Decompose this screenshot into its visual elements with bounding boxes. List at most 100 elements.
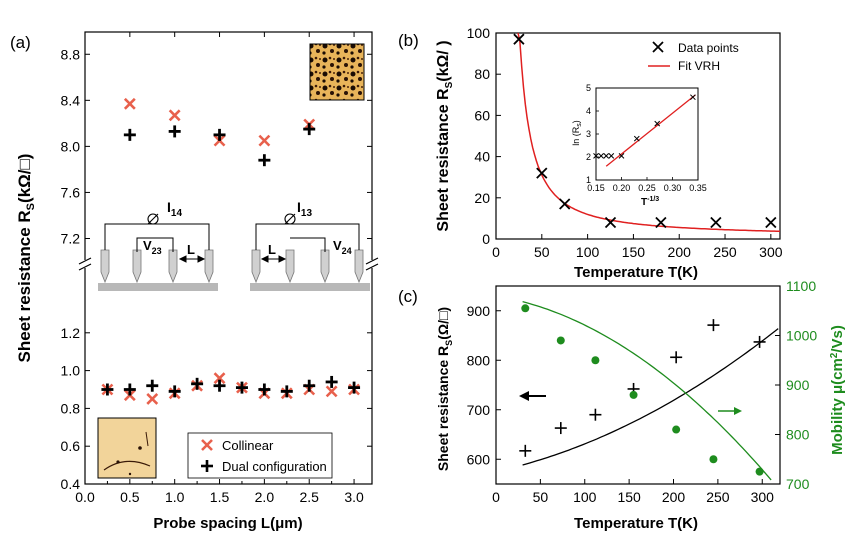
legend-label-fit: Fit VRH	[678, 59, 720, 73]
panel-b-frame	[495, 32, 781, 240]
sample-bar-left	[98, 283, 218, 291]
collinear-point	[146, 393, 159, 405]
probe-tip	[204, 249, 214, 284]
panel-a: (a) 0.0 0.5 1.0 1.5 2.0 2.5 3.0 7.2 7.6 8.0 8.4 8.8…	[10, 31, 379, 532]
current-label-right: I13	[297, 199, 312, 219]
axis-break-gap-right	[366, 260, 378, 268]
x-tick-label-c: 50	[533, 489, 549, 505]
resistance-point	[554, 422, 567, 435]
panel-a-frame	[84, 31, 373, 485]
inset-x-tick-label: 0.30	[664, 183, 682, 193]
x-tick-label-b: 300	[759, 244, 783, 260]
legend-marker-dual	[201, 460, 213, 472]
panel-b: (b) 0 50 100 150 200 250 300 0 20 40 60 80 100 Data …	[398, 25, 783, 281]
legend-marker-data-points	[652, 41, 664, 53]
y-tick-label-a-upper: 8.0	[61, 138, 81, 154]
dual-point	[213, 379, 226, 392]
dual-point	[213, 128, 226, 141]
x-axis-title-a: Probe spacing L(μm)	[153, 515, 302, 532]
voltage-label-right: V24	[333, 238, 352, 256]
inset-y-tick-label: 3	[586, 129, 591, 139]
mobility-point	[629, 390, 638, 399]
y-tick-label-c: 800	[467, 352, 491, 368]
inset-fit-line	[605, 94, 696, 167]
x-tick-label-c: 200	[662, 489, 686, 505]
inset-point	[633, 135, 640, 142]
mobility-point	[709, 455, 718, 464]
legend-label-data-points: Data points	[678, 41, 739, 55]
y-tick-label-a-upper: 7.2	[61, 230, 81, 246]
y-tick-label-c: 900	[467, 303, 491, 319]
y-tick-label-b: 80	[474, 66, 490, 82]
resistance-point	[670, 351, 683, 364]
probe-tip	[251, 249, 261, 284]
panel-b-marks	[513, 32, 781, 233]
inset-y-tick-label: 1	[586, 175, 591, 185]
probe-tip	[354, 249, 364, 284]
resistance-point	[707, 319, 720, 332]
inset-y-tick-label: 5	[586, 83, 591, 93]
wiring	[104, 223, 360, 263]
data-point-b	[559, 198, 571, 210]
mobility-point	[521, 304, 530, 313]
x-tick-label-b: 200	[668, 244, 692, 260]
resistance-point	[519, 444, 532, 457]
panel-a-axes: 0.0 0.5 1.0 1.5 2.0 2.5 3.0 7.2 7.6 8.0 8.4 8.8 0.4 0…	[61, 32, 378, 505]
panel-a-label: (a)	[10, 33, 31, 52]
dual-point	[258, 383, 271, 396]
y-tick-label-a-upper: 8.8	[61, 46, 81, 62]
y-tick-label-c-right: 900	[786, 377, 810, 393]
legend-a: Collinear Dual configuration	[187, 432, 333, 479]
y-tick-label-c: 600	[467, 451, 491, 467]
y-tick-label-a-lower: 0.8	[61, 400, 81, 416]
panel-c: (c) 0 50 100 150 200 250 300 600 700 800 900 700 800…	[398, 278, 846, 532]
dual-point	[303, 123, 316, 136]
x-tick-label-b: 250	[713, 244, 737, 260]
dual-point	[303, 379, 316, 392]
y-tick-label-a-lower: 0.4	[61, 476, 81, 492]
y-tick-label-b: 40	[474, 149, 490, 165]
legend-label-collinear: Collinear	[222, 438, 274, 453]
y-tick-label-b: 20	[474, 190, 490, 206]
dual-point	[123, 383, 136, 396]
dual-point	[191, 377, 204, 390]
data-point-b	[710, 216, 722, 229]
mobility-point	[672, 425, 681, 434]
x-tick-label-c: 300	[751, 489, 775, 505]
x-tick-label-a: 1.5	[210, 489, 230, 505]
x-tick-label-b: 150	[622, 244, 646, 260]
mobility-point	[556, 336, 565, 345]
inset-y-tick-label: 4	[586, 106, 591, 116]
x-tick-label-c: 0	[492, 489, 500, 505]
data-point-b	[765, 216, 777, 229]
arrow-resistance-axis	[519, 391, 546, 401]
panel-c-frame	[495, 285, 781, 485]
inset-axes: 0.15 0.20 0.25 0.30 0.35 1 2 3 4 5	[586, 83, 707, 193]
x-tick-label-b: 50	[534, 244, 550, 260]
data-point-b	[604, 216, 617, 229]
voltage-label-left: V23	[143, 238, 162, 256]
panel-b-inset: 0.15 0.20 0.25 0.30 0.35 1 2 3 4 5 ln (Rs) T-1/3	[571, 83, 707, 208]
x-axis-title-b: Temperature T(K)	[574, 264, 698, 281]
mobility-fit-line	[522, 300, 772, 481]
inset-point	[598, 152, 604, 159]
y-tick-label-c-right: 700	[786, 476, 810, 492]
y-axis-title-c: Sheet resistance RS(Ω/□)	[435, 307, 454, 471]
y-tick-label-b: 100	[467, 25, 491, 41]
axis-break-gap-left	[80, 260, 92, 268]
probe-tip	[320, 249, 330, 284]
x-tick-label-a: 2.5	[299, 489, 319, 505]
inset-point	[608, 152, 615, 159]
afm-image-bottom	[97, 417, 157, 479]
x-tick-label-b: 0	[492, 244, 500, 260]
inset-x-tick-label: 0.35	[689, 183, 707, 193]
legend-label-dual: Dual configuration	[222, 459, 327, 474]
dual-point	[348, 381, 361, 394]
legend-marker-collinear	[201, 439, 213, 451]
dual-point	[168, 385, 181, 398]
panel-b-label: (b)	[398, 31, 419, 50]
dual-point	[146, 379, 159, 392]
panel-c-label: (c)	[398, 287, 418, 306]
x-tick-label-a: 0.5	[120, 489, 140, 505]
